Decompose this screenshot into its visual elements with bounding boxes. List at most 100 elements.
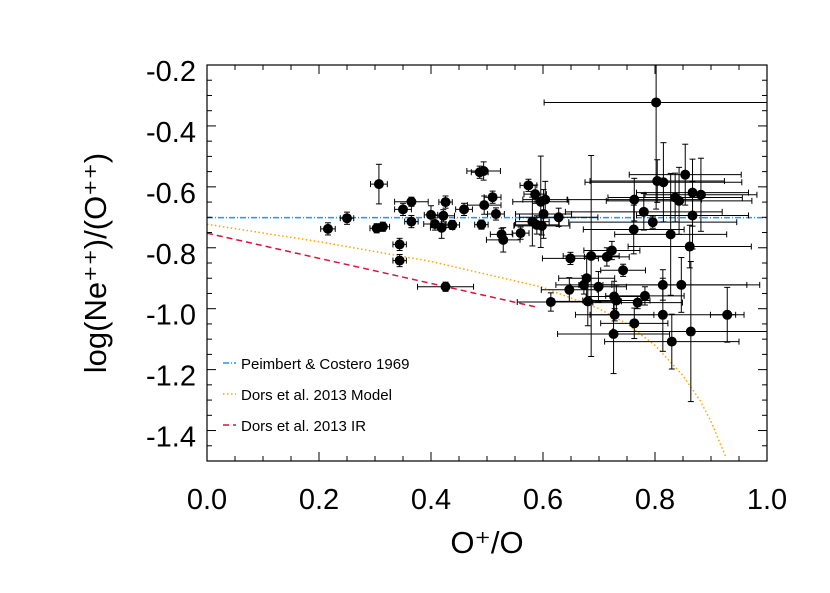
data-point [684, 241, 695, 252]
data-point [478, 166, 489, 177]
legend: Peimbert & Costero 1969 Dors et al. 2013… [223, 356, 409, 435]
data-point [515, 228, 526, 239]
legend-label-dors-ir: Dors et al. 2013 IR [241, 418, 366, 435]
data-point [490, 208, 501, 219]
data-point-group [584, 142, 743, 223]
data-point-group [564, 193, 723, 231]
data-point-group [485, 227, 521, 253]
data-point [608, 328, 619, 339]
data-point [586, 250, 597, 261]
data-point [398, 204, 408, 215]
data-point-group [605, 286, 685, 306]
data-point-group [483, 190, 502, 204]
data-point [639, 290, 650, 301]
data-point [629, 194, 640, 205]
data-point [564, 284, 575, 295]
legend-label-peimbert: Peimbert & Costero 1969 [241, 356, 409, 373]
data-point-group [518, 207, 599, 227]
data-point [536, 220, 547, 231]
data-point [440, 281, 451, 292]
legend-label-dors-model: Dors et al. 2013 Model [241, 387, 392, 404]
data-point [674, 195, 685, 206]
y-axis-title: log(Ne⁺⁺)/(O⁺⁺) [78, 153, 113, 373]
data-point-group [466, 161, 501, 181]
y-tick-label: -0.2 [146, 56, 196, 88]
data-point-group [474, 219, 489, 230]
data-point [629, 318, 640, 329]
x-tick-label: 0.2 [299, 484, 339, 516]
data-point-group [392, 253, 407, 268]
data-point-group [628, 143, 742, 206]
data-point-group [562, 154, 620, 358]
data-point [687, 210, 698, 221]
data-point [530, 189, 541, 200]
data-point [406, 216, 417, 227]
data-point [666, 336, 677, 347]
data-point [651, 97, 662, 108]
data-point-group [444, 219, 461, 230]
y-tick-label: -0.4 [146, 117, 196, 149]
data-point-group [611, 260, 768, 403]
data-point [440, 197, 451, 208]
data-point [582, 296, 593, 307]
data-point [618, 265, 629, 276]
y-tick-label: -0.8 [146, 239, 196, 271]
y-tick-label: -0.6 [146, 178, 196, 210]
data-point [394, 239, 405, 250]
data-point-group [582, 204, 685, 255]
data-point [479, 200, 490, 211]
data-point [447, 219, 458, 230]
data-point-group [636, 181, 750, 250]
data-point-group [455, 202, 473, 216]
data-point-group [487, 207, 505, 221]
data-point-group [600, 263, 646, 277]
data-point-group [339, 211, 355, 225]
data-point-group [394, 196, 429, 207]
data-point [498, 234, 509, 245]
data-point [373, 179, 384, 190]
data-point-group [604, 313, 740, 370]
x-tick-label: 0.0 [187, 484, 227, 516]
data-point [459, 204, 470, 215]
data-point [476, 219, 487, 230]
data-point [657, 309, 668, 320]
data-point [553, 212, 564, 223]
model-lines [206, 216, 767, 457]
data-point [523, 180, 534, 191]
data-point-group [543, 64, 768, 210]
data-point [647, 217, 658, 228]
data-point [722, 309, 733, 320]
data-point [436, 222, 447, 233]
data-point [406, 196, 417, 207]
data-point [322, 223, 333, 234]
data-point [680, 169, 691, 180]
data-point-group [417, 281, 475, 292]
data-point [593, 281, 604, 292]
data-point [377, 221, 388, 232]
data-point [665, 229, 676, 240]
model-line-2 [206, 232, 538, 308]
data-points [320, 64, 768, 403]
data-point-group [592, 296, 683, 310]
data-point-group [394, 202, 412, 216]
data-point-group [557, 293, 671, 375]
data-point-group [523, 184, 547, 204]
data-point-group [431, 209, 456, 223]
data-point-group [466, 195, 502, 215]
data-point [638, 206, 649, 217]
data-point-group [644, 157, 758, 232]
data-point-group [320, 222, 336, 236]
data-point [628, 224, 639, 235]
data-point [658, 177, 669, 188]
data-point-group [709, 286, 745, 343]
data-point [438, 210, 449, 221]
data-point [426, 209, 436, 220]
data-point [487, 192, 498, 203]
data-point-group [602, 257, 761, 313]
data-point [394, 255, 405, 266]
data-point [695, 189, 706, 200]
data-point-group [558, 256, 616, 301]
data-point-group [404, 214, 419, 229]
data-point-group [438, 195, 453, 209]
